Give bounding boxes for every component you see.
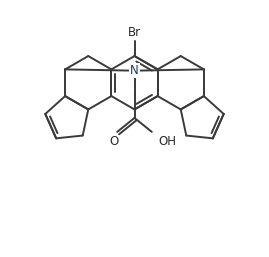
Text: OH: OH	[158, 135, 176, 148]
Text: Br: Br	[128, 26, 141, 39]
Text: N: N	[130, 64, 139, 77]
Text: O: O	[109, 135, 119, 148]
